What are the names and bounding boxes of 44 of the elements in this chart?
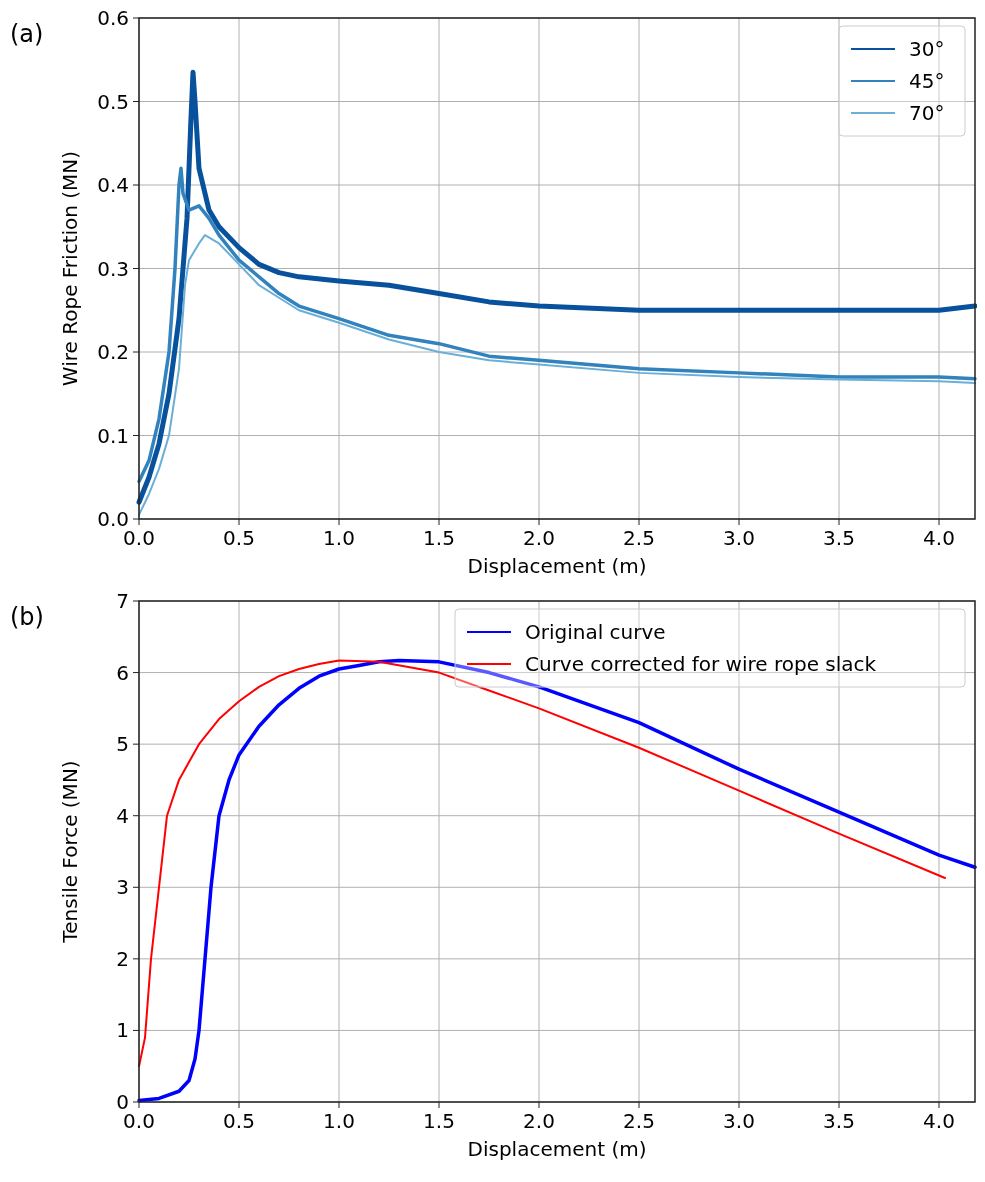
legend-label: 30°: [909, 37, 945, 61]
x-tick-label: 1.5: [423, 1109, 455, 1133]
y-tick-label: 7: [116, 589, 129, 613]
x-tick-label: 0.5: [223, 1109, 255, 1133]
x-tick-label: 3.5: [823, 526, 855, 550]
text: (b): [10, 603, 44, 631]
x-axis-title: Displacement (m): [467, 1137, 647, 1161]
x-tick-label: 2.0: [523, 1109, 555, 1133]
line-series: [138, 234, 976, 516]
x-tick-label: 3.5: [823, 1109, 855, 1133]
legend-label: 70°: [909, 101, 945, 125]
y-tick-label: 5: [116, 732, 129, 757]
x-tick-label: 4.0: [923, 526, 955, 550]
legend-label: Original curve: [525, 620, 666, 644]
x-tick-label: 3.0: [723, 526, 755, 550]
x-axis-title: Displacement (m): [467, 554, 647, 578]
text: (a): [10, 20, 44, 48]
y-tick-label: 0.0: [97, 507, 129, 531]
x-tick-label: 1.0: [323, 1109, 355, 1133]
y-tick-label: 0: [116, 1090, 129, 1114]
y-tick-label: 0.2: [97, 340, 129, 364]
y-axis-title: Tensile Force (MN): [58, 760, 82, 944]
y-tick-label: 2: [116, 946, 129, 971]
y-tick-label: 0.1: [97, 423, 129, 448]
x-tick-label: 4.0: [923, 1109, 955, 1133]
x-tick-label: 1.5: [423, 526, 455, 550]
legend-label: Curve corrected for wire rope slack: [525, 652, 877, 676]
y-tick-label: 3: [116, 875, 129, 900]
y-tick-label: 4: [116, 803, 129, 828]
x-tick-label: 1.0: [323, 526, 355, 550]
y-tick-label: 0.4: [97, 173, 129, 197]
x-tick-label: 2.0: [523, 526, 555, 550]
y-tick-label: 0.6: [97, 6, 129, 30]
legend-label: 45°: [909, 69, 945, 93]
y-tick-label: 1: [116, 1018, 129, 1043]
y-tick-label: 0.5: [97, 89, 129, 114]
x-tick-label: 2.5: [623, 1109, 655, 1133]
x-tick-label: 3.0: [723, 1109, 755, 1133]
x-tick-label: 2.5: [623, 526, 655, 550]
y-tick-label: 0.3: [97, 256, 129, 281]
x-tick-label: 0.5: [223, 526, 255, 550]
y-tick-label: 6: [116, 660, 129, 685]
y-axis-title: Wire Rope Friction (MN): [58, 150, 82, 387]
line-series: [137, 166, 977, 484]
